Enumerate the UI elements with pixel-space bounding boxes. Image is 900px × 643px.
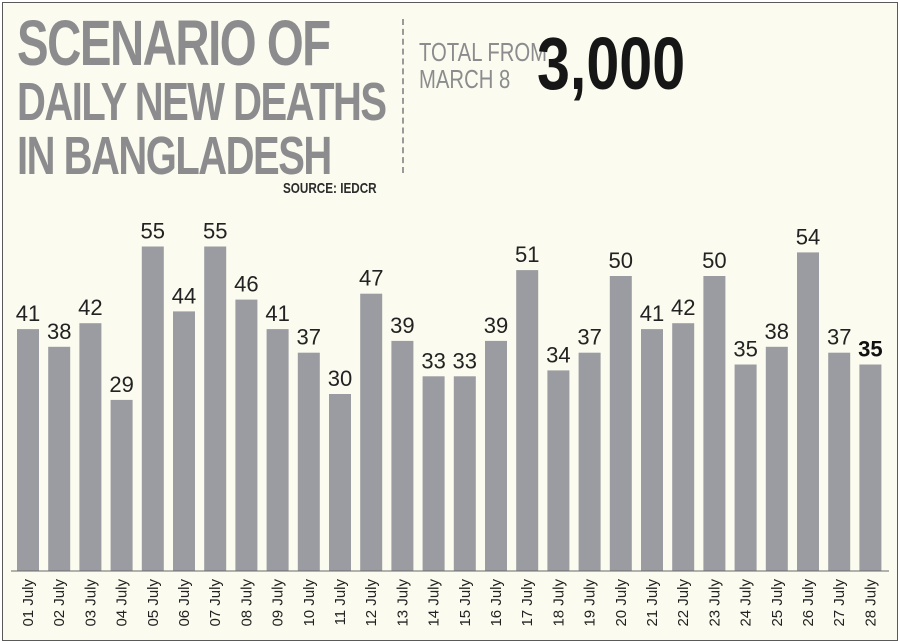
- bar-11-july: [329, 394, 351, 571]
- value-label: 47: [359, 266, 383, 291]
- x-tick-label: 28 July: [862, 579, 879, 627]
- value-label: 35: [858, 337, 882, 362]
- bar-16-july: [485, 340, 507, 571]
- x-tick-label: 16 July: [488, 579, 505, 627]
- x-tick-label: 21 July: [644, 579, 661, 627]
- total-value: 3,000: [537, 22, 686, 105]
- x-tick-label: 15 July: [457, 579, 474, 627]
- bar-04-july: [110, 399, 133, 571]
- bar-05-july: [141, 246, 164, 571]
- bar-17-july: [516, 270, 539, 571]
- title-line-1: SCENARIO OF: [17, 7, 331, 79]
- value-label: 54: [796, 224, 820, 249]
- x-tick-label: 05 July: [145, 579, 162, 627]
- x-tick-label: 01 July: [20, 579, 37, 627]
- value-label: 44: [172, 283, 196, 308]
- bar-21-july: [641, 329, 663, 571]
- value-label: 37: [827, 325, 851, 350]
- chart-title: SCENARIO OF DAILY NEW DEATHS IN BANGLADE…: [17, 7, 387, 186]
- value-label: 50: [609, 248, 633, 273]
- value-label: 35: [733, 337, 757, 362]
- value-label: 37: [577, 325, 601, 350]
- bar-01-july: [17, 329, 39, 571]
- value-label: 33: [421, 348, 445, 373]
- title-line-2: DAILY NEW DEATHS: [17, 72, 387, 132]
- x-tick-label: 17 July: [519, 579, 536, 627]
- bar-19-july: [578, 352, 601, 571]
- bar-27-july: [828, 352, 851, 571]
- value-label: 39: [484, 313, 508, 338]
- x-tick-label: 09 July: [270, 579, 287, 627]
- x-tick-label: 26 July: [800, 579, 817, 627]
- source-note: SOURCE: IEDCR: [283, 180, 377, 197]
- x-tick-label: 14 July: [426, 579, 443, 627]
- value-label: 55: [141, 219, 165, 244]
- x-tick-label: 27 July: [831, 579, 848, 627]
- bar-02-july: [48, 346, 71, 571]
- value-label: 42: [671, 295, 695, 320]
- x-tick-label: 03 July: [82, 579, 99, 627]
- x-tick-label: 18 July: [550, 579, 567, 627]
- value-label: 38: [47, 319, 71, 344]
- x-tick-label: 02 July: [51, 579, 68, 627]
- bar-03-july: [79, 323, 102, 571]
- value-label: 42: [78, 295, 102, 320]
- bar-15-july: [453, 376, 476, 571]
- x-tick-label: 10 July: [301, 579, 318, 627]
- bar-chart: 41 01 July 38 02 July 42 03 July 29 04 July 55 05…: [11, 219, 889, 627]
- bar-28-july: [859, 364, 882, 571]
- bar-25-july: [765, 346, 788, 571]
- value-label: 34: [546, 342, 570, 367]
- value-label: 30: [328, 366, 352, 391]
- bar-24-july: [734, 364, 757, 571]
- x-tick-label: 24 July: [738, 579, 755, 627]
- value-label: 39: [390, 313, 414, 338]
- x-tick-label: 19 July: [582, 579, 599, 627]
- bar-12-july: [360, 293, 383, 571]
- total-label-line-2: MARCH 8: [419, 64, 511, 94]
- x-tick-label: 11 July: [332, 579, 349, 626]
- x-tick-label: 20 July: [613, 579, 630, 627]
- bar-22-july: [672, 323, 695, 571]
- bar-14-july: [422, 376, 445, 571]
- total-label-line-1: TOTAL FROM: [419, 37, 548, 67]
- x-tick-label: 06 July: [176, 579, 193, 627]
- bar-10-july: [297, 352, 320, 571]
- value-label: 46: [234, 272, 258, 297]
- header-divider: [402, 19, 404, 173]
- value-label: 51: [515, 242, 539, 267]
- value-label: 33: [453, 348, 477, 373]
- x-tick-label: 04 July: [114, 579, 131, 627]
- x-tick-label: 22 July: [675, 579, 692, 627]
- value-label: 41: [16, 301, 40, 326]
- bar-08-july: [235, 299, 258, 571]
- x-tick-label: 07 July: [207, 579, 224, 627]
- x-tick-label: 08 July: [238, 579, 255, 627]
- value-label: 37: [297, 325, 321, 350]
- total-label: TOTAL FROM MARCH 8: [419, 39, 547, 93]
- value-label: 41: [265, 301, 289, 326]
- bar-18-july: [547, 370, 570, 571]
- x-tick-label: 13 July: [394, 579, 411, 627]
- value-label: 29: [109, 372, 133, 397]
- bar-09-july: [266, 329, 289, 571]
- value-label: 50: [702, 248, 726, 273]
- title-line-3: IN BANGLADESH: [17, 126, 332, 186]
- bar-23-july: [703, 276, 726, 571]
- x-tick-label: 23 July: [706, 579, 723, 627]
- bar-07-july: [204, 246, 227, 571]
- value-label: 38: [765, 319, 789, 344]
- bar-20-july: [609, 276, 632, 571]
- bar-13-july: [391, 340, 414, 571]
- value-label: 55: [203, 219, 227, 244]
- bar-06-july: [173, 311, 195, 571]
- bar-26-july: [797, 252, 819, 571]
- x-tick-label: 25 July: [769, 579, 786, 627]
- value-label: 41: [640, 301, 664, 326]
- x-tick-label: 12 July: [363, 579, 380, 627]
